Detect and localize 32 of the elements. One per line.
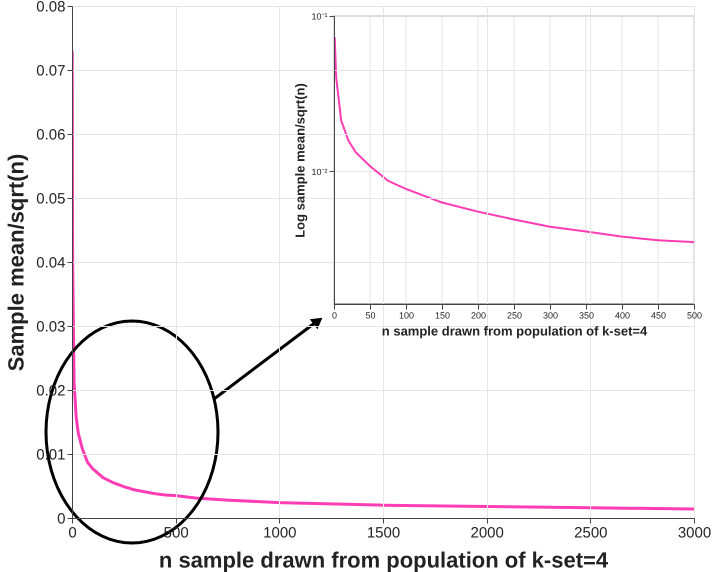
- y-axis-title: Sample mean/sqrt(n): [3, 154, 28, 372]
- x-tick-label: 250: [506, 310, 522, 320]
- y-tick-label: 10⁻¹: [311, 12, 328, 22]
- line-series: [334, 36, 694, 244]
- x-tick-label: 0: [332, 310, 338, 320]
- x-tick-label: 300: [542, 310, 558, 320]
- y-tick-label: 0.08: [36, 0, 66, 16]
- x-tick-label: 500: [686, 310, 702, 320]
- y-axis-title: Log sample mean/sqrt(n): [292, 83, 308, 238]
- y-tick-label: 0.06: [36, 126, 66, 144]
- x-axis-title: n sample drawn from population of k-set=4: [382, 324, 648, 338]
- y-tick-label: 0.07: [36, 62, 66, 80]
- x-tick-label: 200: [470, 310, 486, 320]
- x-tick-label: 150: [434, 310, 450, 320]
- y-tick-label: 0: [57, 510, 66, 528]
- x-tick-label: 50: [365, 310, 376, 320]
- x-tick-label: 350: [578, 310, 594, 320]
- x-tick-label: 0: [68, 524, 77, 542]
- x-tick-label: 500: [164, 524, 189, 542]
- x-tick-label: 3000: [678, 524, 712, 542]
- x-tick-label: 2000: [470, 524, 504, 542]
- x-tick-label: 2500: [574, 524, 608, 542]
- y-tick-label: 0.04: [36, 254, 66, 272]
- x-tick-label: 400: [614, 310, 630, 320]
- y-tick-label: 10⁻²: [311, 166, 328, 177]
- y-tick-label: 0.03: [36, 318, 66, 336]
- x-tick-label: 1000: [263, 524, 297, 542]
- x-tick-label: 1500: [366, 524, 400, 542]
- x-axis-title: n sample drawn from population of k-set=4: [158, 548, 609, 572]
- x-tick-label: 450: [650, 310, 666, 320]
- x-tick-label: 100: [398, 310, 414, 320]
- y-tick-label: 0.05: [36, 190, 66, 208]
